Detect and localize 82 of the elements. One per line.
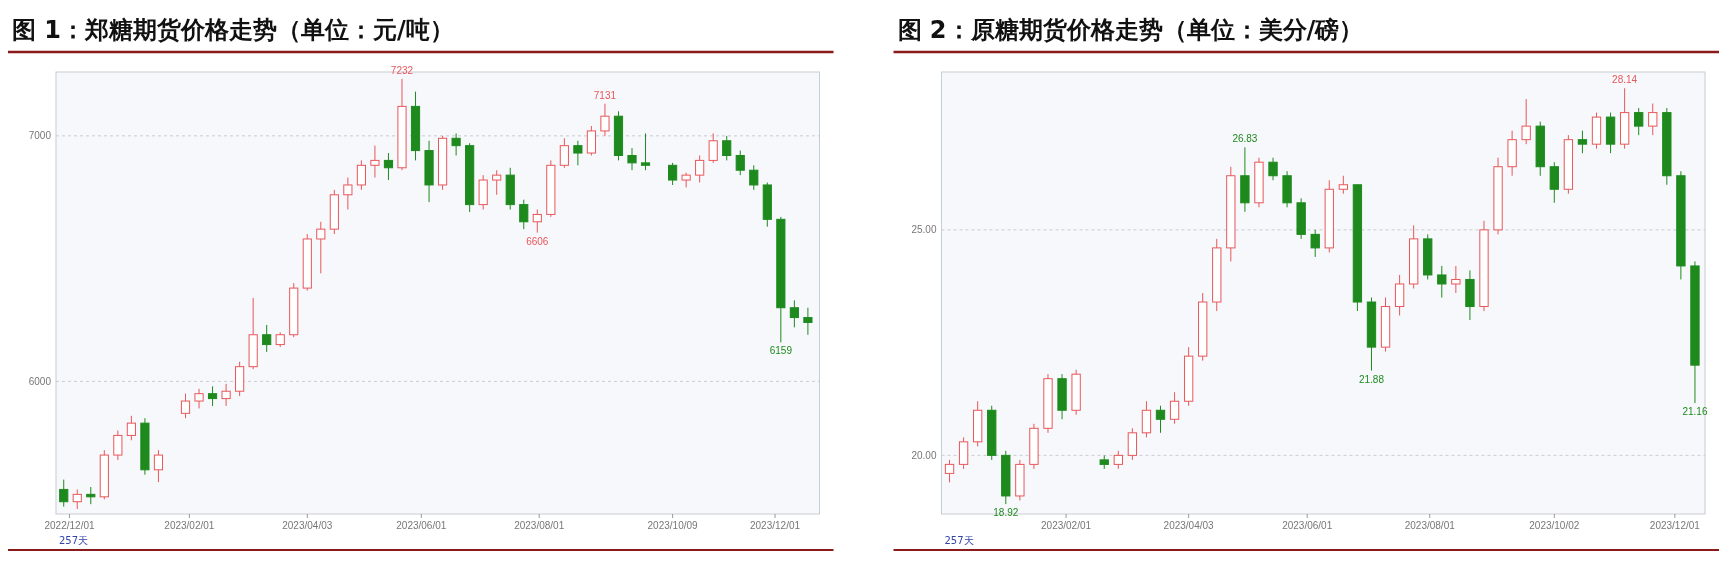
chart-title: 图 1：郑糖期货价格走势（单位：元/吨） <box>12 16 454 44</box>
candlestick <box>1169 391 1180 425</box>
x-tick-label: 2022/12/01 <box>44 520 95 531</box>
candlestick <box>153 449 164 483</box>
annotation: 28.14 <box>1612 74 1638 86</box>
candlestick <box>1648 103 1658 136</box>
candlestick <box>207 385 218 407</box>
candlestick <box>262 324 272 353</box>
candlestick <box>194 388 204 409</box>
candlestick <box>343 177 353 211</box>
candlestick <box>180 393 191 419</box>
candlestick <box>59 479 69 508</box>
y-tick-label: 25.00 <box>911 224 937 236</box>
x-tick-label: 2023/04/03 <box>282 520 333 531</box>
candlestick <box>1127 427 1138 461</box>
y-tick-label: 7000 <box>28 130 52 142</box>
candlestick <box>668 162 678 186</box>
x-tick-label: 2023/08/01 <box>514 520 565 531</box>
candlestick <box>519 199 529 230</box>
x-tick-label: 2023/08/01 <box>1404 520 1456 531</box>
candlestick <box>1437 265 1447 299</box>
candlestick <box>803 307 813 336</box>
candlestick <box>126 415 136 441</box>
candlestick <box>735 150 745 176</box>
candlestick <box>113 430 123 461</box>
candlestick <box>492 169 502 196</box>
candlestick <box>695 154 705 183</box>
annotation: 6606 <box>526 235 549 247</box>
candlestick <box>708 132 718 164</box>
x-tick-label: 2023/10/02 <box>1529 520 1580 531</box>
candlestick <box>600 103 610 137</box>
x-tick-label: 2023/12/01 <box>750 520 801 531</box>
candlestick <box>573 140 583 166</box>
text: 257天 <box>944 535 974 546</box>
candlestick <box>1338 175 1349 195</box>
candlestick <box>640 132 651 171</box>
candlestick <box>370 145 380 179</box>
annotation: 6159 <box>769 345 793 357</box>
candlestick <box>1394 274 1405 317</box>
y-tick-label: 6000 <box>28 375 52 387</box>
annotation: 7131 <box>593 89 617 101</box>
chart-title: 图 2：原糖期货价格走势（单位：美分/磅） <box>897 16 1364 44</box>
candlestick <box>1113 450 1123 470</box>
candlestick <box>1155 405 1166 434</box>
candlestick <box>221 383 231 407</box>
candlestick <box>1521 98 1531 145</box>
candlestick <box>532 209 542 234</box>
candlestick <box>451 132 461 156</box>
candlestick <box>789 299 799 328</box>
annotation: 26.83 <box>1232 133 1258 145</box>
x-tick-label: 2023/06/01 <box>396 520 447 531</box>
candlestick <box>72 488 82 510</box>
candlestick <box>749 164 759 191</box>
candlestick <box>1451 265 1461 294</box>
annotation: 21.88 <box>1358 373 1385 385</box>
candlestick <box>383 152 394 181</box>
candlestick <box>1310 229 1320 258</box>
candlestick <box>1549 161 1559 204</box>
x-tick-label: 2023/12/01 <box>1649 520 1701 531</box>
candlestick <box>1141 400 1152 438</box>
annotation: 7232 <box>390 64 414 76</box>
annotation: 18.92 <box>993 507 1019 519</box>
candlestick <box>627 147 637 171</box>
annotation: 21.16 <box>1682 406 1708 418</box>
candlestick <box>722 135 732 161</box>
candlestick <box>316 221 326 274</box>
x-tick-label: 2023/06/01 <box>1282 520 1333 531</box>
candlestick <box>944 459 955 483</box>
candlestick <box>1634 107 1644 136</box>
y-tick-label: 20.00 <box>911 449 937 461</box>
candlestick <box>1577 130 1588 154</box>
candlestick <box>1268 157 1278 181</box>
candlestick <box>586 125 597 156</box>
candlestick <box>356 159 366 191</box>
x-tick-label: 2023/10/09 <box>647 520 699 531</box>
text: 257天 <box>59 535 89 546</box>
x-tick-label: 2023/04/03 <box>1163 520 1215 531</box>
candlestick <box>559 137 569 169</box>
candlestick <box>958 436 969 470</box>
candlestick <box>681 172 691 188</box>
x-tick-label: 2023/02/01 <box>164 520 215 531</box>
x-tick-label: 2023/02/01 <box>1041 520 1092 531</box>
